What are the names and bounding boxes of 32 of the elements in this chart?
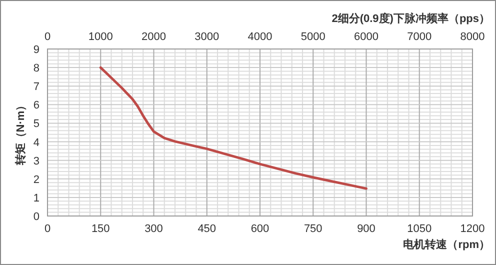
x-tick-label: 1050: [407, 223, 432, 235]
y-tick-label: 2: [33, 174, 40, 186]
y-tick-label: 0: [33, 211, 40, 223]
x2-tick-label: 1000: [88, 31, 113, 43]
y-tick-label: 3: [33, 155, 40, 168]
x-tick-label: 600: [250, 223, 270, 235]
y-tick-label: 8: [33, 62, 40, 75]
x-tick-label: 0: [44, 223, 51, 235]
y-tick-label: 7: [33, 81, 40, 94]
x2-tick-label: 6000: [354, 31, 378, 43]
y-tick-label: 6: [33, 100, 40, 112]
x-tick-label: 450: [198, 223, 216, 235]
x2-tick-label: 0: [44, 31, 51, 43]
line-series: [99, 66, 368, 190]
y-tick-label: 9: [33, 44, 40, 56]
x2-tick-label: 3000: [194, 31, 220, 43]
x-tick-label: 1200: [460, 223, 485, 235]
x2-tick-label: 8000: [460, 31, 485, 43]
x2-tick-label: 4000: [248, 31, 272, 43]
x-tick-label: 300: [144, 223, 163, 235]
x2-tick-label: 5000: [300, 31, 326, 43]
y-tick-label: 1: [33, 192, 40, 204]
y-tick-label: 4: [33, 136, 40, 149]
x2-tick-label: 2000: [142, 31, 166, 43]
x-tick-label: 750: [304, 223, 322, 235]
y-axis-title: 转矩（N·m）: [14, 100, 27, 166]
y-tick-label: 5: [33, 118, 40, 130]
x-tick-label: 900: [357, 223, 376, 235]
x-axis-title: 电机转速（rpm）: [403, 238, 490, 251]
x-tick-label: 150: [91, 223, 110, 235]
chart-title: 2细分(0.9度)下脉冲频率（pps）: [332, 12, 490, 25]
x2-tick-label: 7000: [407, 31, 432, 43]
